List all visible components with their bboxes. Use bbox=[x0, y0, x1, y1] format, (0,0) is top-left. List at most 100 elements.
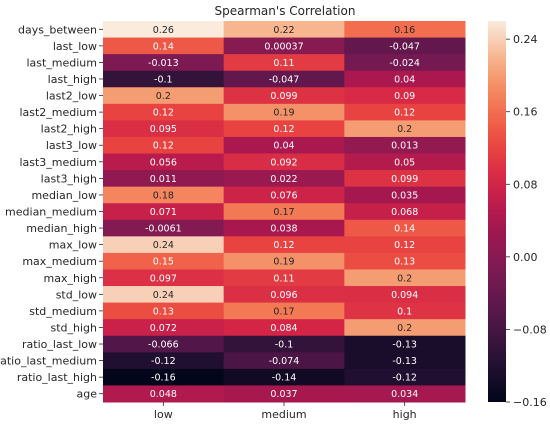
cell-value-label: -0.047 bbox=[269, 74, 300, 85]
heatmap-cell bbox=[344, 203, 466, 221]
heatmap-cell bbox=[223, 269, 345, 287]
cell-value-label: -0.047 bbox=[389, 41, 420, 52]
cell-value-label: -0.1 bbox=[154, 74, 173, 85]
cell-value-label: 0.092 bbox=[270, 157, 297, 168]
heatmap-cell bbox=[103, 269, 225, 287]
heatmap-cell bbox=[223, 319, 345, 337]
heatmap-cell bbox=[223, 37, 345, 55]
heatmap-cell bbox=[223, 54, 345, 72]
heatmap-cell bbox=[223, 219, 345, 237]
row-label: days_between bbox=[18, 23, 97, 36]
cell-value-label: 0.072 bbox=[150, 323, 177, 334]
heatmap-cell bbox=[223, 70, 345, 88]
heatmap-cell bbox=[344, 21, 466, 39]
cell-value-label: 0.15 bbox=[153, 257, 174, 268]
cell-value-label: 0.22 bbox=[273, 25, 294, 36]
colorbar: 0.24 0.16 0.08 0.00 −0.08 −0.16 bbox=[488, 21, 547, 409]
heatmap-cell bbox=[223, 153, 345, 171]
row-label: last2_high bbox=[41, 123, 97, 136]
cell-value-label: 0.16 bbox=[394, 25, 415, 36]
cell-value-label: 0.022 bbox=[270, 174, 297, 185]
cell-value-label: 0.12 bbox=[153, 108, 174, 119]
cell-value-label: -0.1 bbox=[275, 340, 294, 351]
cell-value-label: 0.076 bbox=[270, 190, 297, 201]
heatmap-cell bbox=[103, 37, 225, 55]
cell-value-label: 0.13 bbox=[153, 306, 174, 317]
heatmap-cell bbox=[103, 319, 225, 337]
cell-value-label: -0.12 bbox=[392, 373, 417, 384]
row-label: median_medium bbox=[5, 206, 97, 219]
heatmap-cell bbox=[103, 136, 225, 155]
heatmap-cell bbox=[103, 21, 225, 39]
heatmap-cell bbox=[344, 252, 466, 270]
heatmap-cell bbox=[103, 219, 225, 237]
cell-value-label: 0.26 bbox=[153, 25, 174, 36]
heatmap-cell bbox=[344, 37, 466, 55]
row-label: max_high bbox=[44, 272, 97, 285]
heatmap-cell bbox=[103, 368, 225, 386]
row-label: ratio_last_medium bbox=[0, 355, 97, 368]
heatmap-cell bbox=[223, 302, 345, 320]
cell-value-label: -0.066 bbox=[148, 340, 179, 351]
heatmap-cell bbox=[223, 21, 345, 39]
cell-value-label: 0.095 bbox=[150, 124, 177, 135]
heatmap-cell bbox=[344, 352, 466, 370]
cell-value-label: 0.17 bbox=[273, 306, 294, 317]
heatmap-cell bbox=[223, 252, 345, 270]
heatmap-cell bbox=[223, 103, 345, 121]
heatmap-cell bbox=[223, 352, 345, 370]
row-label: std_medium bbox=[29, 305, 97, 318]
cell-value-label: 0.056 bbox=[150, 157, 177, 168]
heatmap-cell bbox=[103, 335, 225, 353]
heatmap-cell bbox=[344, 103, 466, 121]
heatmap-cell bbox=[103, 103, 225, 121]
heatmap-cell bbox=[103, 87, 225, 105]
heatmap-cell bbox=[223, 186, 345, 204]
heatmap-cell bbox=[223, 385, 345, 403]
cell-value-label: -0.13 bbox=[392, 340, 417, 351]
heatmap-cells: 0.26 0.22 0.16 0.14 0.00037 -0.047 -0.013 0.11 -… bbox=[103, 21, 466, 403]
cell-value-label: 0.084 bbox=[270, 323, 297, 334]
cell-value-label: 0.09 bbox=[394, 91, 415, 102]
heatmap-cell bbox=[344, 219, 466, 237]
heatmap-cell bbox=[344, 186, 466, 204]
heatmap-cell bbox=[344, 120, 466, 138]
heatmap-cell bbox=[103, 352, 225, 370]
column-label: medium bbox=[261, 408, 306, 421]
cell-value-label: 0.19 bbox=[273, 108, 294, 119]
cell-value-label: 0.13 bbox=[394, 257, 415, 268]
heatmap-cell bbox=[344, 385, 466, 403]
cell-value-label: 0.2 bbox=[397, 323, 412, 334]
cell-value-label: -0.12 bbox=[151, 356, 176, 367]
cell-value-label: 0.2 bbox=[156, 91, 171, 102]
cell-value-label: -0.024 bbox=[389, 58, 420, 69]
row-label: last_medium bbox=[26, 56, 97, 69]
column-label: high bbox=[393, 408, 417, 421]
heatmap-cell bbox=[344, 54, 466, 72]
column-label: low bbox=[154, 408, 173, 421]
colorbar-tick-label: 0.08 bbox=[513, 178, 538, 191]
cell-value-label: 0.12 bbox=[394, 108, 415, 119]
cell-value-label: -0.074 bbox=[269, 356, 300, 367]
cell-value-label: 0.05 bbox=[394, 157, 415, 168]
heatmap-cell bbox=[344, 319, 466, 337]
heatmap-cell bbox=[103, 120, 225, 138]
row-label: last3_low bbox=[46, 139, 97, 152]
cell-value-label: -0.013 bbox=[148, 58, 179, 69]
cell-value-label: 0.14 bbox=[394, 224, 415, 235]
row-label: last2_medium bbox=[19, 106, 97, 119]
heatmap-cell bbox=[103, 252, 225, 270]
colorbar-gradient bbox=[488, 21, 506, 402]
heatmap-cell bbox=[344, 70, 466, 88]
heatmap-cell bbox=[223, 120, 345, 138]
heatmap-cell bbox=[103, 385, 225, 403]
column-labels: low medium high bbox=[154, 402, 417, 421]
heatmap-cell bbox=[344, 153, 466, 171]
row-label: last3_high bbox=[41, 172, 97, 185]
heatmap-cell bbox=[223, 236, 345, 254]
cell-value-label: 0.099 bbox=[270, 91, 297, 102]
cell-value-label: -0.13 bbox=[392, 356, 417, 367]
cell-value-label: 0.24 bbox=[153, 240, 174, 251]
heatmap-cell bbox=[223, 136, 345, 155]
